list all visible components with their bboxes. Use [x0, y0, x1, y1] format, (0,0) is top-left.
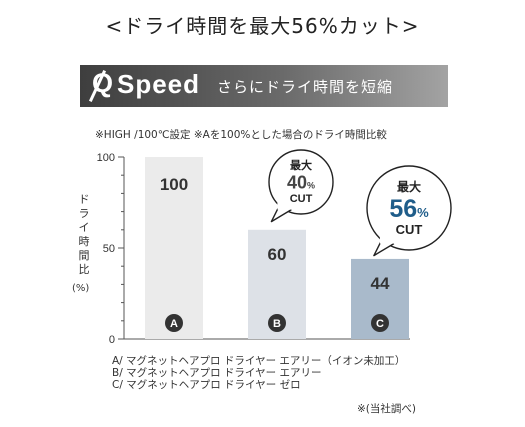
- legend-item-b: B/ マグネットヘアプロ ドライヤー エアリー: [112, 367, 322, 379]
- y-axis-label-char: 間: [78, 249, 90, 262]
- y-axis-label-char: 比: [78, 263, 90, 276]
- qspeed-banner: Q Speed さらにドライ時間を短縮: [80, 65, 448, 107]
- banner-subtitle: さらにドライ時間を短縮: [217, 78, 394, 96]
- y-tick-label: 0: [109, 334, 115, 346]
- legend-item-a: A/ マグネットヘアプロ ドライヤー エアリー（イオン未加工）: [112, 355, 406, 367]
- brand-q-logo: Q: [92, 68, 114, 98]
- brand-speed-logo: Speed: [117, 69, 201, 99]
- callout-top-label: 最大: [397, 179, 421, 194]
- y-axis-label-char: ラ: [78, 207, 90, 220]
- category-marker-icon: [371, 314, 389, 332]
- y-tick-label: 100: [97, 152, 115, 164]
- callout-bottom-label: CUT: [290, 193, 313, 205]
- test-condition-note: ※HIGH /100℃設定 ※Aを100%とした場合のドライ時間比較: [95, 129, 387, 141]
- callout-value: 56%: [389, 195, 429, 223]
- bar-value-label: 44: [371, 274, 390, 293]
- callout-top-label: 最大: [290, 158, 312, 172]
- y-axis-label: ド ラ イ 時 間 比: [77, 193, 91, 277]
- legend: A/ マグネットヘアプロ ドライヤー エアリー（イオン未加工） B/ マグネット…: [112, 355, 405, 391]
- callout-pointer-mask: [379, 235, 394, 244]
- category-marker-icon: [268, 314, 286, 332]
- bar-value-label: 100: [160, 175, 188, 194]
- bar-a: [145, 157, 203, 339]
- y-tick-label: 50: [103, 243, 115, 255]
- callout-circle: [366, 165, 452, 251]
- source-note: ※(当社調べ): [357, 403, 416, 415]
- y-axis-unit: (%): [72, 283, 90, 294]
- callout-value: 40%: [287, 172, 315, 192]
- bar-value-label: 60: [268, 245, 287, 264]
- legend-item-c: C/ マグネットヘアプロ ドライヤー ゼロ: [112, 379, 301, 391]
- y-axis-label-char: ド: [78, 193, 90, 206]
- callout-pointer-mask: [277, 201, 292, 210]
- y-axis-label-char: 時: [78, 235, 90, 248]
- category-label: C: [376, 318, 384, 330]
- category-label: A: [170, 318, 178, 330]
- page-title: <ドライ時間を最大56%カット>: [105, 14, 420, 38]
- category-label: B: [273, 318, 281, 330]
- callout-bottom-label: CUT: [396, 222, 423, 237]
- y-axis-label-char: イ: [78, 221, 90, 234]
- callout-circle: [268, 149, 334, 215]
- category-marker-icon: [165, 314, 183, 332]
